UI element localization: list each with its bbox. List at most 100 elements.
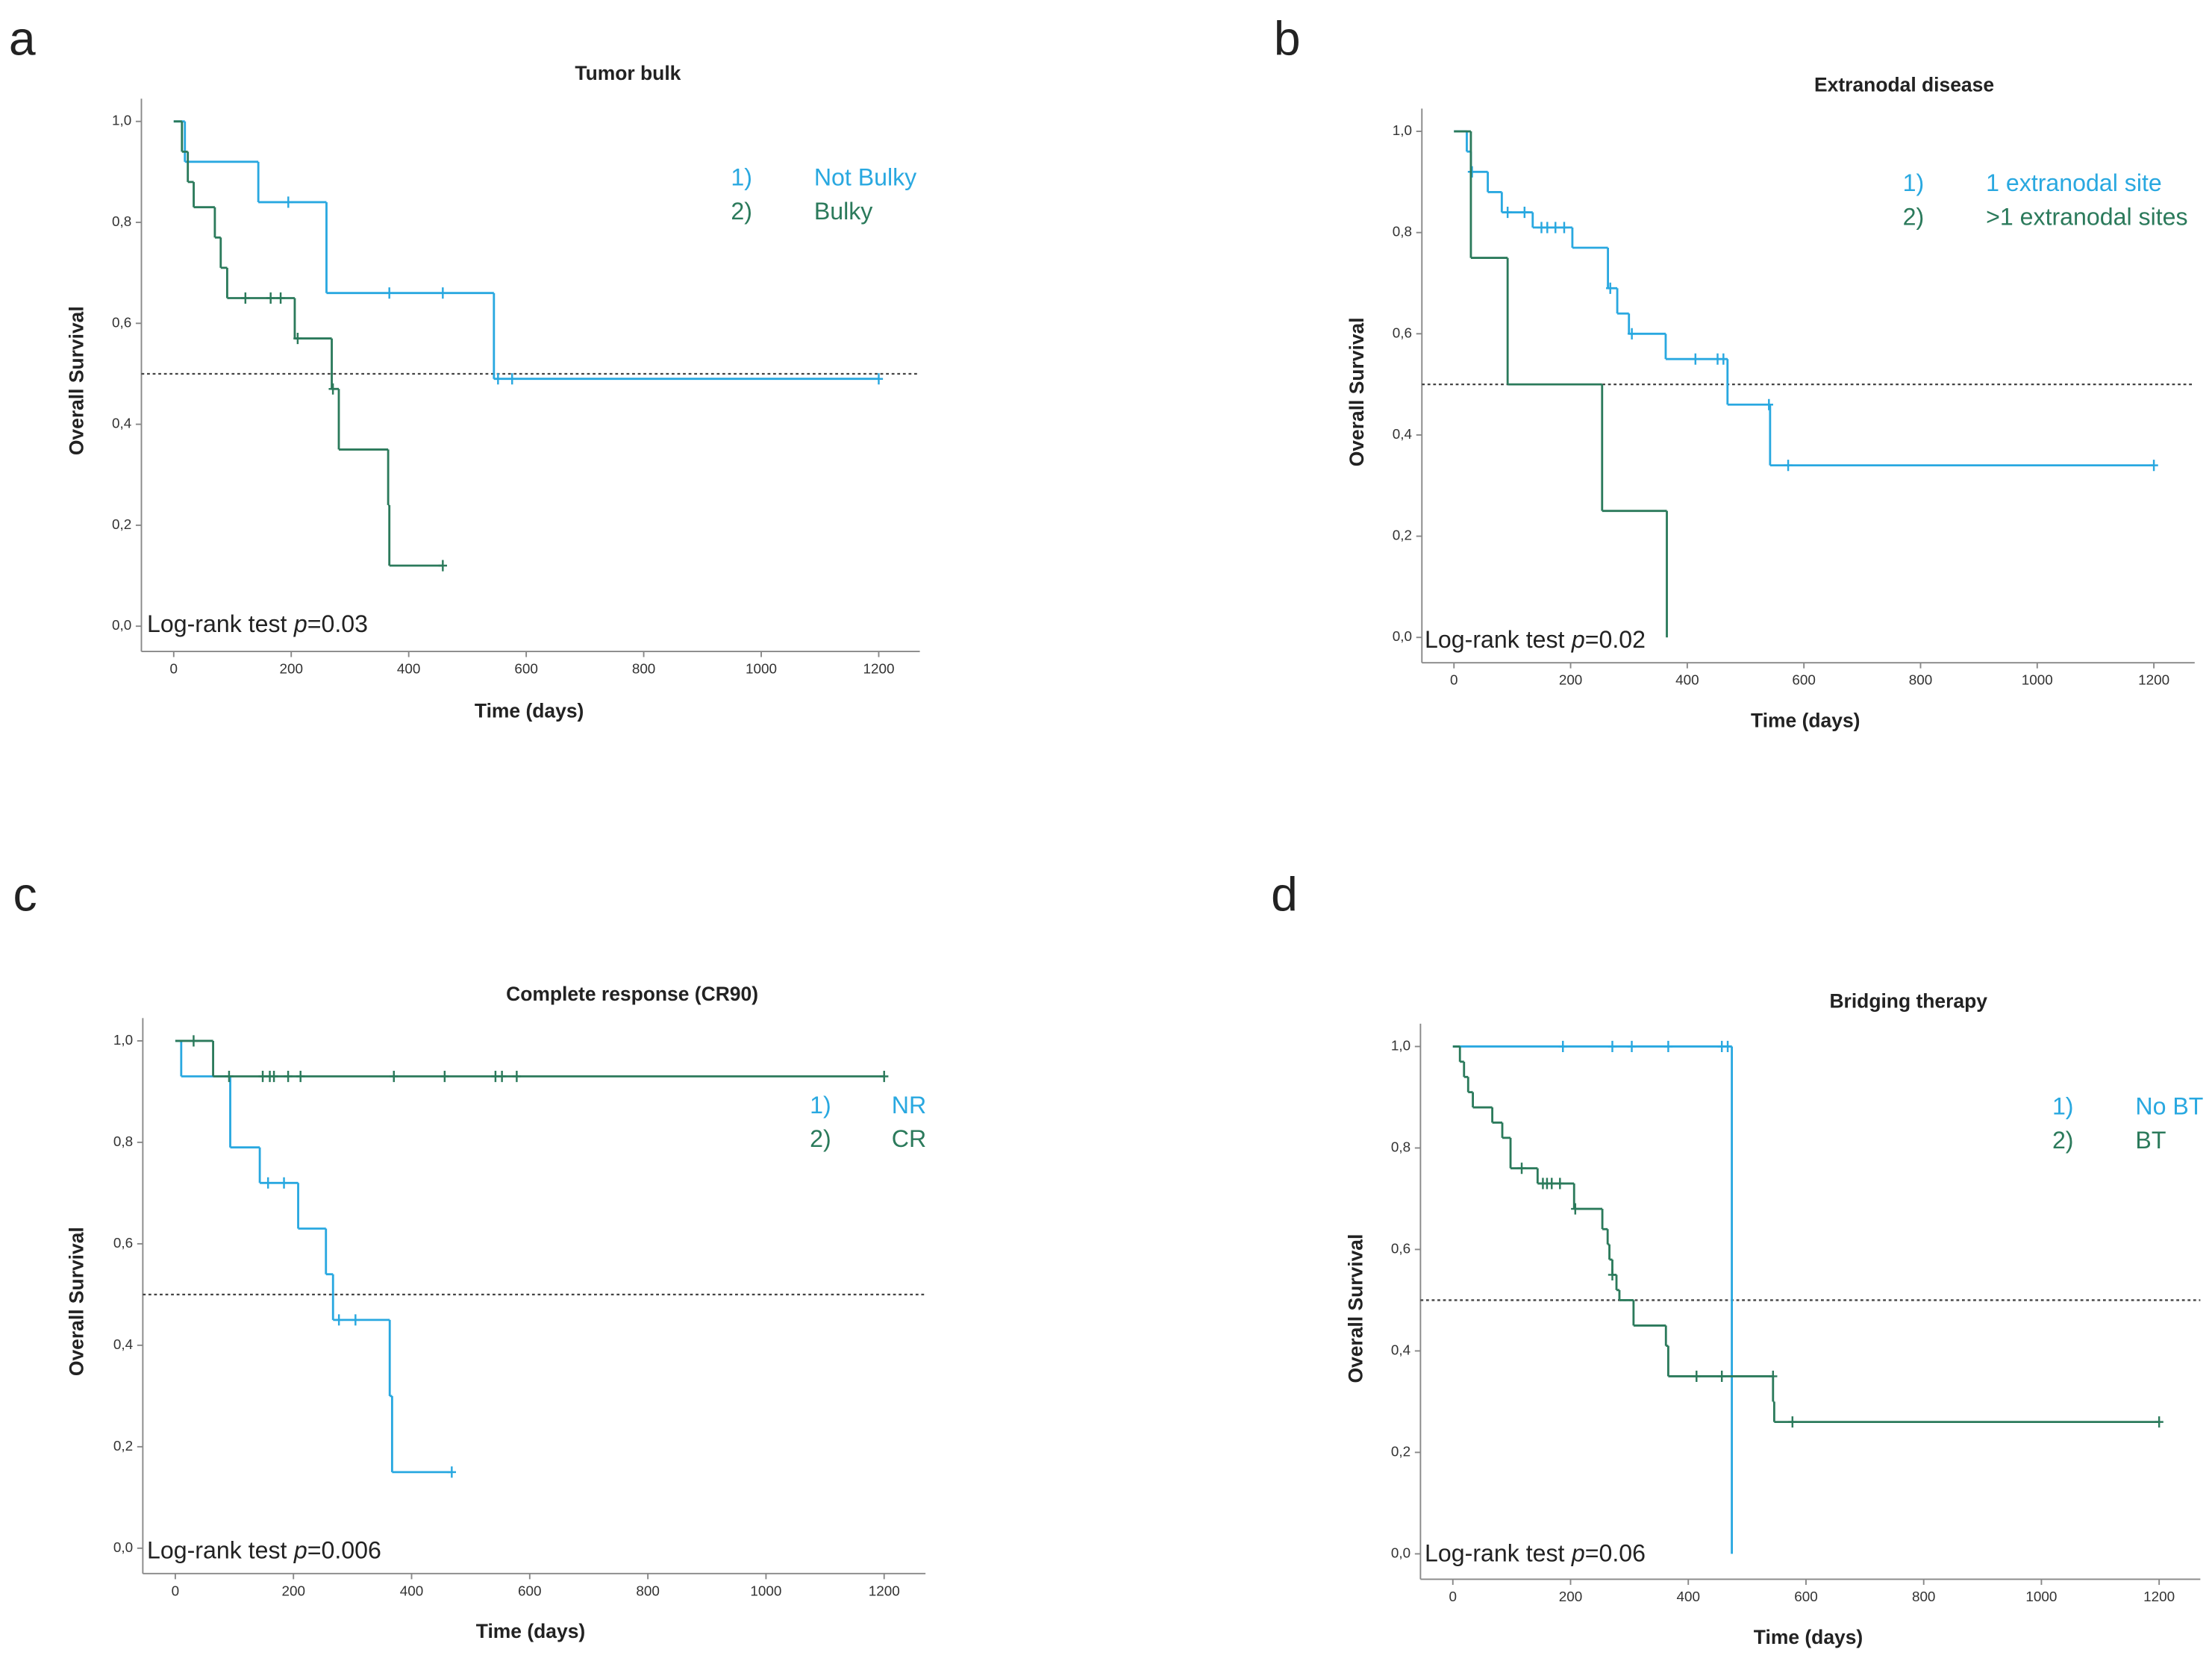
x-tick-label: 600 xyxy=(1792,673,1815,689)
annotation-stat: p xyxy=(293,610,307,637)
legend-label: >1 extranodal sites xyxy=(1986,203,2187,230)
censor-mark xyxy=(1560,222,1569,234)
x-tick-label: 400 xyxy=(1675,673,1699,689)
x-tick-label: 1000 xyxy=(746,662,777,678)
panel-label: b xyxy=(1274,12,1301,66)
x-tick-label: 0 xyxy=(170,662,178,678)
x-axis-label: Time (days) xyxy=(1754,1626,1863,1648)
y-tick-label: 0,6 xyxy=(1391,1241,1410,1257)
x-tick-label: 200 xyxy=(1559,1589,1583,1605)
legend-label: 1 extranodal site xyxy=(1986,169,2162,196)
annotation: Log-rank test p=0.03 xyxy=(147,610,368,637)
legend-key: 2) xyxy=(731,198,752,225)
censor-mark xyxy=(1608,1269,1617,1281)
panel: a Tumor bulk Time (days) Overall Survival 0,… xyxy=(9,12,920,722)
censor-mark xyxy=(351,1314,360,1326)
censor-mark xyxy=(1467,166,1477,178)
chart-title: Bridging therapy xyxy=(1829,990,1987,1013)
censor-mark xyxy=(284,196,293,208)
x-tick-label: 1200 xyxy=(2138,673,2169,689)
legend-key: 1) xyxy=(731,163,752,190)
annotation: Log-rank test p=0.02 xyxy=(1425,626,1646,653)
annotation-value: =0.02 xyxy=(1585,626,1646,653)
chart-title: Extranodal disease xyxy=(1814,73,1994,96)
censor-mark xyxy=(1788,1416,1797,1428)
censor-mark xyxy=(1551,222,1560,234)
censor-mark xyxy=(438,560,448,572)
censor-mark xyxy=(385,287,394,299)
censor-mark xyxy=(1723,1040,1732,1053)
censor-mark xyxy=(284,1070,293,1083)
censor-mark xyxy=(1627,1040,1637,1053)
censor-mark xyxy=(189,1035,199,1047)
y-axis-label: Overall Survival xyxy=(1344,1234,1366,1383)
annotation-value: =0.06 xyxy=(1585,1540,1646,1567)
censor-mark xyxy=(1719,353,1728,365)
x-axis-label: Time (days) xyxy=(475,699,584,722)
x-tick-label: 0 xyxy=(1449,1589,1458,1605)
y-tick-label: 0,4 xyxy=(113,1337,133,1353)
x-axis-label: Time (days) xyxy=(1751,709,1860,731)
panel: d Bridging therapy Time (days) Overall Surv… xyxy=(1271,868,2203,1648)
x-tick-label: 0 xyxy=(1450,673,1458,689)
censor-mark xyxy=(874,373,884,385)
annotation-value: =0.006 xyxy=(307,1537,381,1564)
censor-mark xyxy=(258,1070,267,1083)
y-tick-label: 0,6 xyxy=(1393,325,1412,341)
censor-mark xyxy=(1692,1370,1701,1382)
annotation-label: Log-rank test xyxy=(1425,626,1564,653)
y-tick-label: 0,8 xyxy=(1393,225,1412,240)
censor-mark xyxy=(1547,1177,1556,1189)
x-tick-label: 200 xyxy=(1559,673,1583,689)
censor-mark xyxy=(2149,460,2158,472)
censor-mark xyxy=(1558,1040,1567,1053)
x-tick-label: 600 xyxy=(1794,1589,1818,1605)
censor-mark xyxy=(225,1070,234,1083)
panel-label: c xyxy=(13,868,37,922)
chart-title: Tumor bulk xyxy=(575,62,681,84)
x-tick-label: 600 xyxy=(518,1583,542,1599)
x-tick-label: 1200 xyxy=(869,1583,900,1599)
x-tick-label: 1200 xyxy=(863,662,894,678)
y-tick-label: 1,0 xyxy=(1391,1038,1410,1054)
legend-label: No BT xyxy=(2135,1093,2203,1120)
censor-mark xyxy=(1627,328,1637,340)
legend-key: 1) xyxy=(810,1092,831,1119)
legend-label: NR xyxy=(892,1092,926,1119)
y-tick-label: 0,0 xyxy=(112,618,131,634)
annotation-stat: p xyxy=(1571,1540,1585,1567)
censor-mark xyxy=(2155,1416,2163,1428)
censor-mark xyxy=(1555,1177,1564,1189)
panel: b Extranodal disease Time (days) Overall Su… xyxy=(1274,12,2195,731)
legend-label: Not Bulky xyxy=(814,163,916,190)
censor-mark xyxy=(1608,1040,1617,1053)
x-tick-label: 800 xyxy=(1912,1589,1936,1605)
censor-mark xyxy=(512,1070,522,1083)
annotation-label: Log-rank test xyxy=(147,610,287,637)
y-tick-label: 0,4 xyxy=(1393,427,1412,442)
x-tick-label: 800 xyxy=(1909,673,1933,689)
censor-mark xyxy=(1543,222,1552,234)
censor-mark xyxy=(266,292,275,304)
annotation-value: =0.03 xyxy=(307,610,368,637)
censor-mark xyxy=(1764,398,1773,410)
annotation-label: Log-rank test xyxy=(147,1537,287,1564)
panel-label: a xyxy=(9,12,36,66)
censor-mark xyxy=(328,383,337,395)
censor-mark xyxy=(1606,282,1615,294)
x-tick-label: 1200 xyxy=(2143,1589,2175,1605)
x-tick-label: 400 xyxy=(1676,1589,1700,1605)
censor-mark xyxy=(1663,1040,1673,1053)
x-tick-label: 200 xyxy=(279,662,303,678)
annotation-stat: p xyxy=(1571,626,1585,653)
x-tick-label: 1000 xyxy=(2025,1589,2057,1605)
legend-label: CR xyxy=(892,1125,926,1152)
censor-mark xyxy=(880,1070,889,1083)
censor-mark xyxy=(1691,353,1700,365)
censor-mark xyxy=(390,1070,399,1083)
censor-mark xyxy=(1517,1163,1526,1174)
annotation: Log-rank test p=0.006 xyxy=(147,1537,381,1564)
legend-key: 2) xyxy=(2052,1127,2074,1154)
annotation-stat: p xyxy=(293,1537,307,1564)
censor-mark xyxy=(440,1070,449,1083)
